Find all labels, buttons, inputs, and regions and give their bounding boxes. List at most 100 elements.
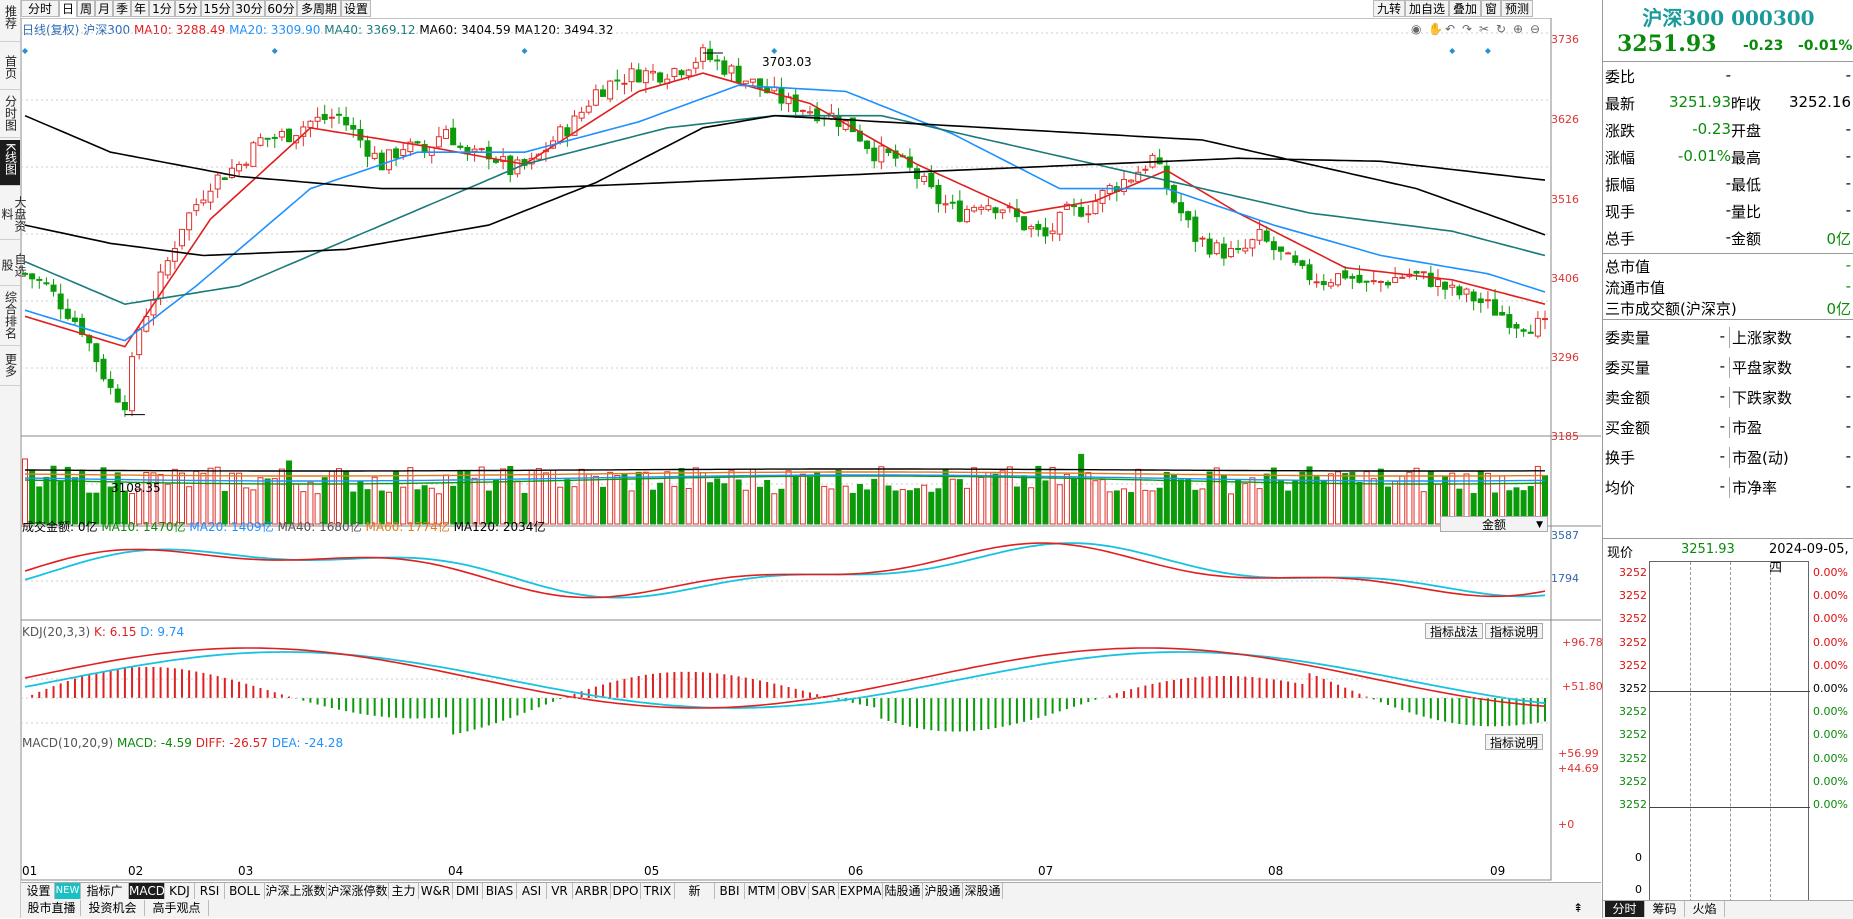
collapse-up-icon[interactable]: ⇞ xyxy=(1573,901,1584,915)
zoom-out-icon[interactable]: ⊖ xyxy=(1530,22,1541,36)
candle-body xyxy=(1277,246,1284,252)
add-watchlist-button[interactable]: 加自选 xyxy=(1405,0,1449,17)
nav-timeshare[interactable]: 分时图 xyxy=(0,92,20,138)
period-5min[interactable]: 5分 xyxy=(175,0,201,17)
candle-body xyxy=(642,70,649,84)
candle-body xyxy=(757,78,764,89)
nav-more[interactable]: 更多 xyxy=(0,350,20,386)
indicator-tab-深股通[interactable]: 深股通 xyxy=(963,883,1003,899)
indicator-tab-沪深上涨数[interactable]: 沪深上涨数 xyxy=(265,883,327,899)
volume-bar xyxy=(264,478,271,525)
tab-opportunity[interactable]: 投资机会 xyxy=(81,900,145,916)
indicator-tab-rsi[interactable]: RSI xyxy=(195,883,225,899)
nine-turn-button[interactable]: 九转 xyxy=(1373,0,1405,17)
indicator-tab-w&r[interactable]: W&R xyxy=(419,883,453,899)
tab-timeshare[interactable]: 分时 xyxy=(1605,901,1645,917)
forecast-button[interactable]: 预测 xyxy=(1501,0,1533,17)
indicator-tab-沪深涨停数[interactable]: 沪深涨停数 xyxy=(327,883,389,899)
indicator-tab-沪股通[interactable]: 沪股通 xyxy=(923,883,963,899)
stat-value: - xyxy=(1845,357,1851,375)
undo-icon[interactable]: ↶ xyxy=(1445,22,1456,36)
refresh-icon[interactable]: ↻ xyxy=(1496,22,1507,36)
candle-body xyxy=(935,184,942,205)
tab-flame[interactable]: 火焰 xyxy=(1685,901,1725,917)
period-60min[interactable]: 60分 xyxy=(265,0,297,17)
period-15min[interactable]: 15分 xyxy=(201,0,233,17)
period-30min[interactable]: 30分 xyxy=(233,0,265,17)
stat-value: - xyxy=(1845,447,1851,465)
mini-chart-frame[interactable] xyxy=(1649,561,1810,907)
kline-chart[interactable] xyxy=(21,18,1601,898)
zoom-in-icon[interactable]: ⊕ xyxy=(1513,22,1524,36)
redo-icon[interactable]: ↷ xyxy=(1462,22,1473,36)
indicator-tab-主力[interactable]: 主力 xyxy=(389,883,419,899)
volume-bar xyxy=(1192,489,1199,525)
stat-value: - xyxy=(1719,357,1725,375)
nav-watchlist[interactable]: 自选股 xyxy=(0,244,27,286)
period-week[interactable]: 周 xyxy=(77,0,95,17)
indicator-tab-设置[interactable]: 设置 xyxy=(23,883,55,899)
macd-help-button[interactable]: 指标说明 xyxy=(1485,734,1543,750)
volume-bar xyxy=(1092,480,1099,525)
volume-type-select[interactable]: 金额 ▼ xyxy=(1440,516,1548,532)
indicator-tab-vr[interactable]: VR xyxy=(547,883,573,899)
nav-home[interactable]: 首页 xyxy=(0,52,20,90)
window-button[interactable]: 窗 xyxy=(1481,0,1501,17)
mini-pct-tick: 0.00% xyxy=(1813,751,1848,765)
indicator-tab-指标广场[interactable]: 指标广场 xyxy=(81,883,129,914)
candle-body xyxy=(114,388,121,403)
cut-icon[interactable]: ✂ xyxy=(1479,22,1490,36)
indicator-tab-obv[interactable]: OBV xyxy=(779,883,809,899)
candle-body xyxy=(1363,280,1370,283)
nav-kline[interactable]: K线图 xyxy=(0,140,20,186)
candle-body xyxy=(1449,284,1456,288)
mini-price-tick: 3252 xyxy=(1619,612,1647,626)
indicator-tab-新dma[interactable]: 新DMA xyxy=(675,883,715,914)
tab-expert[interactable]: 高手观点 xyxy=(145,900,209,916)
indicator-tab-dpo[interactable]: DPO xyxy=(611,883,641,899)
indicator-tab-kdj[interactable]: KDJ xyxy=(165,883,195,899)
indicator-tab-dmi[interactable]: DMI xyxy=(453,883,483,899)
stat-row: 卖金额 - 下跌家数 - xyxy=(1603,383,1853,408)
kdj-help-button[interactable]: 指标说明 xyxy=(1485,623,1543,639)
nav-recommend[interactable]: 推荐 xyxy=(0,2,20,42)
volume-bar xyxy=(971,467,978,525)
indicator-tab-陆股通[interactable]: 陆股通 xyxy=(883,883,923,899)
stat-value: - xyxy=(1719,327,1725,345)
overlay-button[interactable]: 叠加 xyxy=(1449,0,1481,17)
tab-chips[interactable]: 筹码 xyxy=(1645,901,1685,917)
indicator-tab-expma[interactable]: EXPMA xyxy=(839,883,883,899)
indicator-tab-trix[interactable]: TRIX xyxy=(641,883,675,899)
volume-bar xyxy=(257,477,264,525)
period-quarter[interactable]: 季 xyxy=(113,0,131,17)
indicator-tab-sar[interactable]: SAR xyxy=(809,883,839,899)
period-1min[interactable]: 1分 xyxy=(149,0,175,17)
mini-price-tick: 3252 xyxy=(1619,798,1647,811)
period-timeshare[interactable]: 分时 xyxy=(21,0,59,17)
indicator-strategy-button[interactable]: 指标战法 xyxy=(1425,623,1483,639)
indicator-tab-asi[interactable]: ASI xyxy=(517,883,547,899)
volume-bar xyxy=(1071,477,1078,525)
candle-body xyxy=(243,163,250,166)
tab-live[interactable]: 股市直播 xyxy=(23,900,81,916)
nav-market-info[interactable]: 大盘资料 xyxy=(0,188,27,240)
period-month[interactable]: 月 xyxy=(95,0,113,17)
indicator-tab-macd[interactable]: MACD xyxy=(129,883,165,899)
volume-bar xyxy=(207,467,214,525)
indicator-tab-arbr[interactable]: ARBR xyxy=(573,883,611,899)
indicator-tab-boll[interactable]: BOLL xyxy=(225,883,265,899)
eye-icon[interactable]: ◉ xyxy=(1411,22,1422,36)
period-day[interactable]: 日 xyxy=(59,0,77,17)
indicator-tab-new[interactable]: NEW xyxy=(55,883,81,899)
period-multi[interactable]: 多周期 xyxy=(297,0,341,17)
nav-ranking[interactable]: 综合排名 xyxy=(0,288,20,346)
ma120-label: MA120: 3494.32 xyxy=(514,23,614,37)
period-settings[interactable]: 设置 xyxy=(341,0,371,17)
period-year[interactable]: 年 xyxy=(131,0,149,17)
indicator-tab-bias[interactable]: BIAS xyxy=(483,883,517,899)
indicator-tab-bbi[interactable]: BBI xyxy=(715,883,745,899)
stat-value: - xyxy=(1719,387,1725,405)
price-tick: 3296 xyxy=(1551,351,1579,364)
indicator-tab-mtm[interactable]: MTM xyxy=(745,883,779,899)
stat-row: 均价 - 市净率 - xyxy=(1603,473,1853,498)
